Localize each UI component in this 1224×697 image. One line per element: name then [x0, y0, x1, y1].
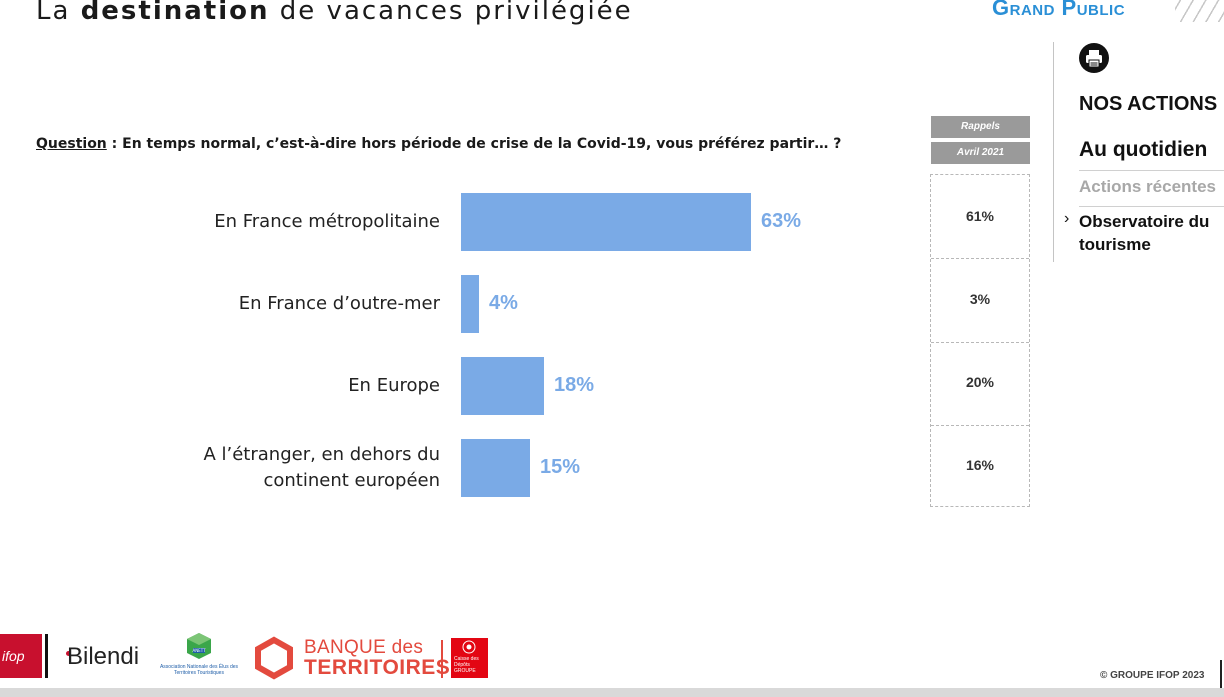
section-label: Grand Public — [992, 0, 1126, 20]
logo-divider — [441, 640, 443, 678]
nav-observatory-link[interactable]: Observatoire du tourisme — [1079, 212, 1210, 254]
category-label-line: En France d’outre-mer — [238, 293, 440, 314]
bottom-strip — [0, 688, 1224, 697]
value-label-1: 4% — [489, 292, 518, 314]
value-label-0: 63% — [761, 210, 802, 232]
category-label-0: En France métropolitaine — [160, 209, 440, 235]
bilendi-dot — [66, 651, 71, 656]
copyright-bar — [1220, 660, 1222, 688]
print-button[interactable] — [1079, 43, 1109, 73]
bar-1 — [461, 275, 479, 333]
bilendi-logo: Bilendi — [67, 643, 140, 670]
nav-separator — [1079, 206, 1224, 207]
banque-territoires-line1: BANQUE des — [304, 637, 424, 658]
question-text: Question : En temps normal, c’est-à-dire… — [36, 136, 841, 152]
printer-icon — [1086, 50, 1102, 68]
rappels-value-2: 20% — [965, 374, 995, 390]
logo-divider — [45, 634, 48, 678]
caisse-text: Caisse des Dépôts GROUPE — [454, 656, 479, 674]
rappels-header: Rappels — [931, 116, 1030, 138]
rappels-value-3: 16% — [965, 457, 995, 473]
category-label-2: En Europe — [160, 373, 440, 399]
category-label-1: En France d’outre-mer — [160, 291, 440, 317]
bar-2 — [461, 357, 544, 415]
question-body: : En temps normal, c’est-à-dire hors pér… — [106, 136, 842, 152]
rappels-date: Avril 2021 — [931, 142, 1030, 164]
title-post: de vacances privilégiée — [269, 0, 633, 26]
banque-territoires-line2: TERRITOIRES — [304, 656, 451, 679]
anett-logo-text: Association Nationale des Élus des Terri… — [159, 664, 239, 676]
nav-divider — [1053, 42, 1054, 262]
value-label-2: 18% — [554, 374, 595, 396]
bar-0 — [461, 193, 751, 251]
nav-recent-link[interactable]: Actions récentes — [1079, 177, 1216, 196]
caisse-depots-logo: Caisse des Dépôts GROUPE — [451, 638, 488, 678]
nav-actions-heading[interactable]: NOS ACTIONS — [1079, 93, 1218, 115]
question-label: Question — [36, 136, 107, 152]
category-label-line: A l’étranger, en dehors du — [203, 444, 440, 465]
title-bold: destination — [80, 0, 270, 26]
nav-separator — [1079, 170, 1224, 171]
anett-logo-icon: ANETT — [184, 631, 214, 661]
hatch-decoration — [1175, 0, 1224, 22]
chevron-right-icon: › — [1064, 210, 1070, 227]
category-label-line: En France métropolitaine — [214, 211, 440, 232]
banque-territoires-hex-icon — [252, 636, 296, 680]
rappels-separator — [931, 258, 1029, 259]
anett-short: ANETT — [192, 648, 206, 653]
rappels-value-1: 3% — [969, 291, 991, 307]
category-label-3: A l’étranger, en dehors du continent euro… — [160, 442, 440, 494]
copyright: © GROUPE IFOP 2023 — [1100, 670, 1205, 681]
rappels-separator — [931, 342, 1029, 343]
rappels-separator — [931, 425, 1029, 426]
slide-title: La destination de vacances privilégiée — [36, 0, 633, 26]
ifop-logo: ifop — [0, 634, 42, 678]
title-pre: La — [36, 0, 81, 26]
bar-3 — [461, 439, 530, 497]
rappels-table: 61% 3% 20% 16% — [930, 174, 1030, 507]
category-label-line: continent européen — [263, 470, 440, 491]
value-label-3: 15% — [540, 456, 581, 478]
caisse-emblem-icon — [462, 640, 476, 654]
category-label-line: En Europe — [348, 375, 440, 396]
rappels-value-0: 61% — [965, 208, 995, 224]
nav-daily-link[interactable]: Au quotidien — [1079, 138, 1208, 161]
